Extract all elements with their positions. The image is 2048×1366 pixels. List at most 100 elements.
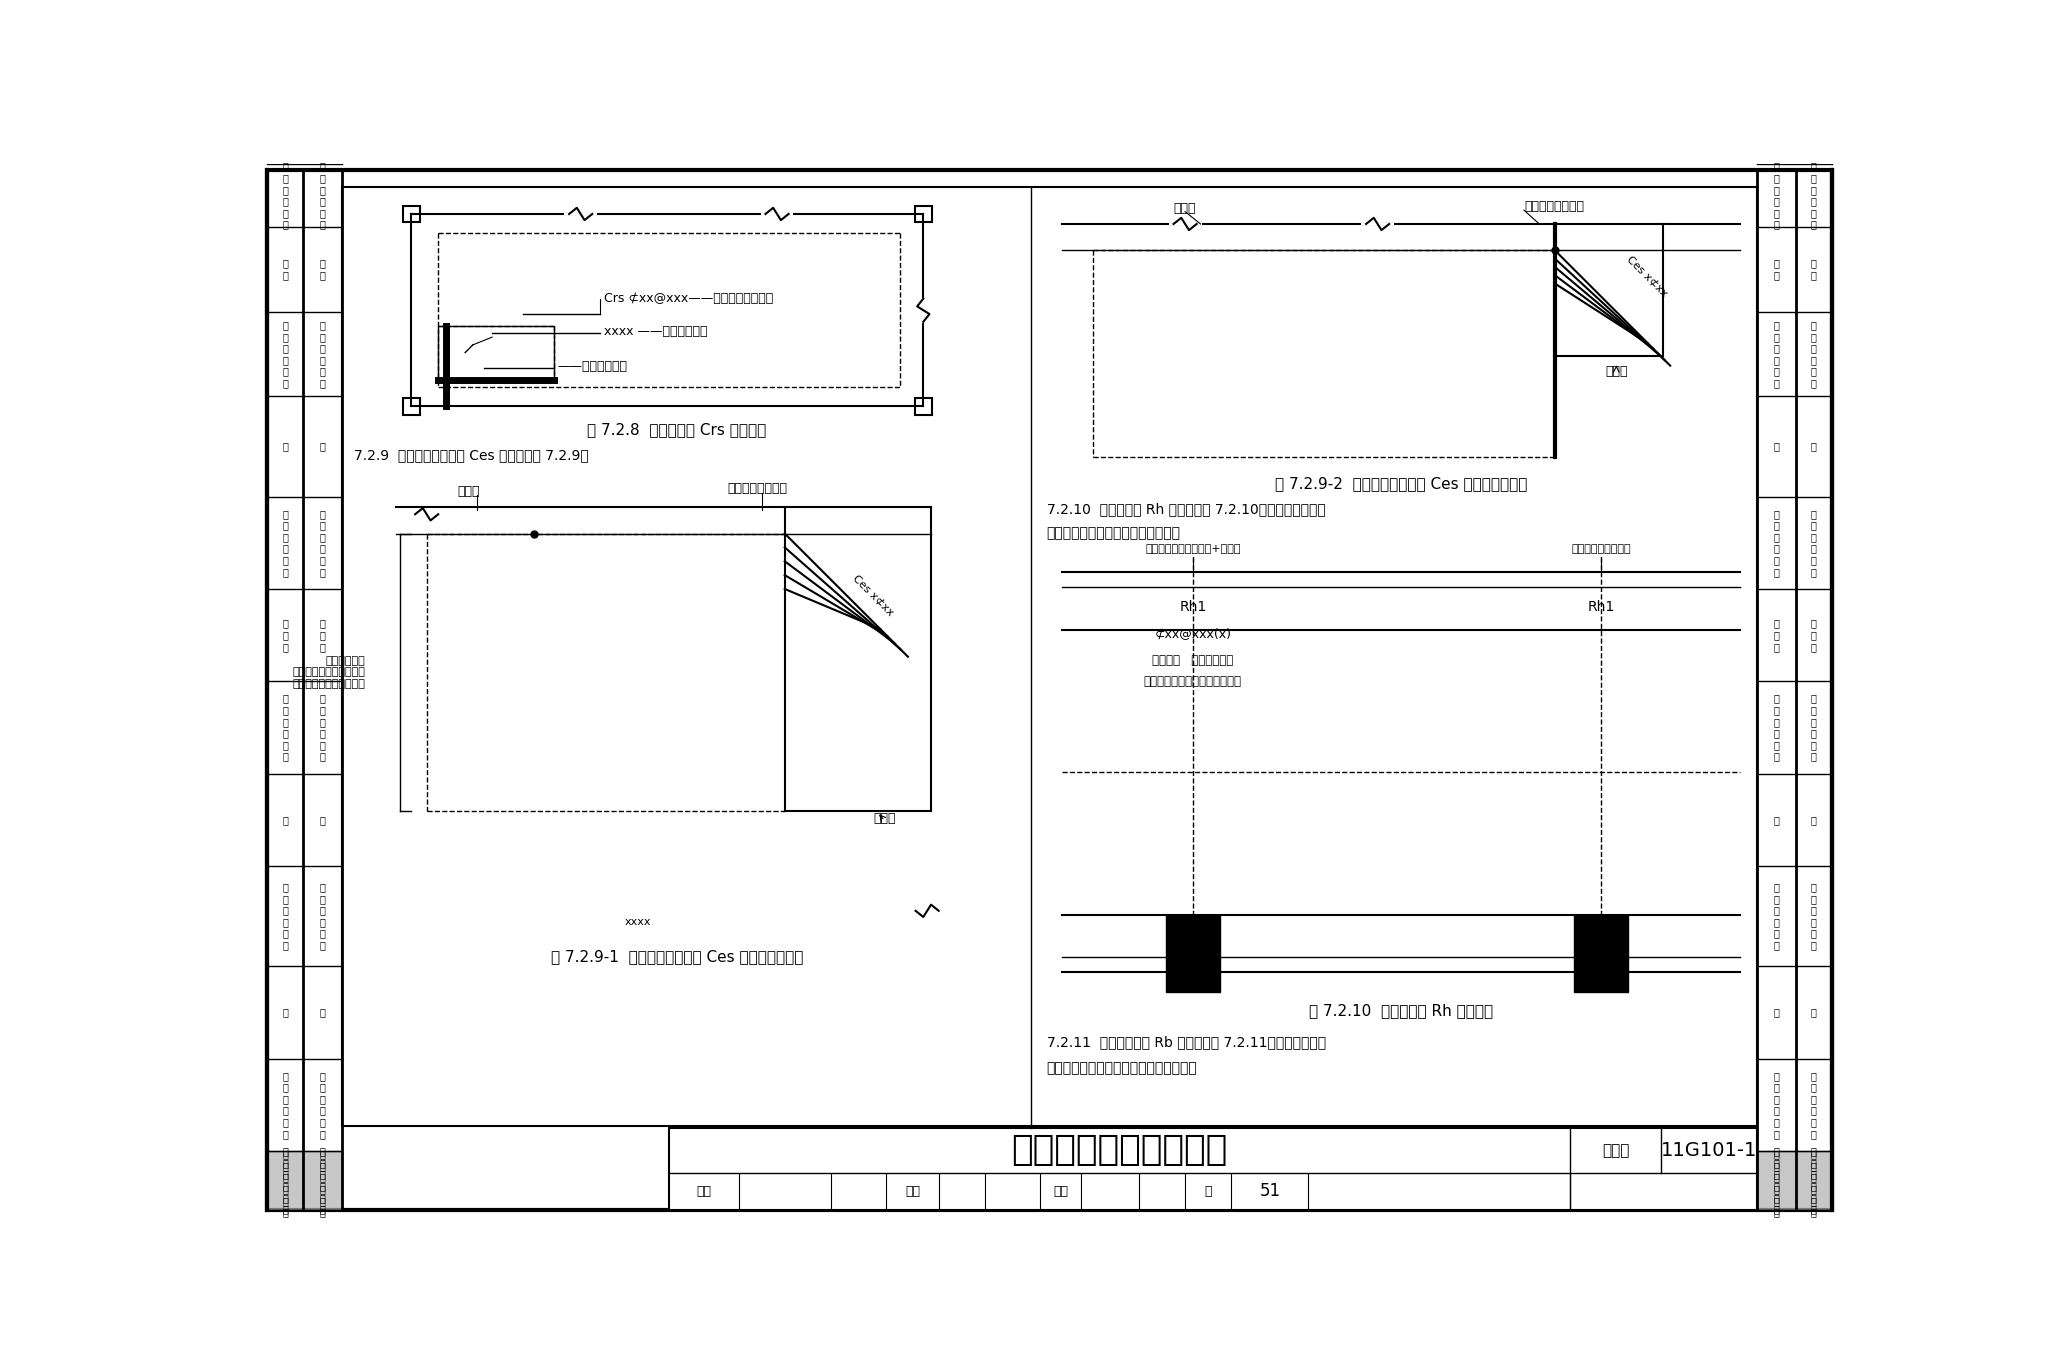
Text: 7.2.9  悬挑板阳角附加筋 Ces 的引注见图 7.2.9。: 7.2.9 悬挑板阳角附加筋 Ces 的引注见图 7.2.9。 — [354, 448, 588, 462]
Text: 平
法
制
图
规
则: 平 法 制 图 规 则 — [283, 508, 289, 576]
Text: 抗冲切箍筋编号（代号+序号）: 抗冲切箍筋编号（代号+序号） — [1145, 544, 1241, 555]
Bar — [403, 398, 420, 415]
Text: 楼板相关构造制图规则: 楼板相关构造制图规则 — [1012, 1134, 1229, 1168]
Text: 平
法
制
图
规
则: 平 法 制 图 规 则 — [319, 508, 326, 576]
Text: 平
法
制
图
规
则: 平 法 制 图 规 则 — [1810, 508, 1817, 576]
Text: xxxx ——跨内伸出长度: xxxx ——跨内伸出长度 — [604, 325, 707, 339]
Text: 平
法
制
图
规
则: 平 法 制 图 规 则 — [1774, 161, 1780, 229]
Text: 7.2.11  抗冲切弯起筋 Rb 的引注见图 7.2.11。抗冲切弯起筋: 7.2.11 抗冲切弯起筋 Rb 的引注见图 7.2.11。抗冲切弯起筋 — [1047, 1034, 1325, 1049]
Text: 楼
板
相
关
构
造: 楼 板 相 关 构 造 — [1810, 1149, 1817, 1217]
Text: 总
则: 总 则 — [1774, 258, 1780, 280]
Text: 平
法
制
图
规
则: 平 法 制 图 规 则 — [1810, 694, 1817, 762]
Text: 平
法
制
图
规
则: 平 法 制 图 规 则 — [319, 320, 326, 388]
Text: 图 7.2.9-1  悬挑板阳角附加筋 Ces 引注图示（一）: 图 7.2.9-1 悬挑板阳角附加筋 Ces 引注图示（一） — [551, 949, 803, 964]
Text: Ces x⊄xx: Ces x⊄xx — [852, 572, 895, 617]
Text: 设计: 设计 — [1053, 1184, 1067, 1198]
Text: 柱: 柱 — [1774, 441, 1780, 452]
Text: Crs ⊄xx@xxx——板角区上部加强筋: Crs ⊄xx@xxx——板角区上部加强筋 — [604, 292, 772, 305]
Bar — [915, 205, 932, 223]
Text: 板: 板 — [1810, 1008, 1817, 1018]
Text: 柱: 柱 — [283, 441, 289, 452]
Text: 板: 板 — [319, 1008, 326, 1018]
Text: 图 7.2.8  角部加强筋 Crs 引注图示: 图 7.2.8 角部加强筋 Crs 引注图示 — [588, 422, 766, 437]
Text: ——双向分布范围: ——双向分布范围 — [557, 359, 627, 373]
Text: 柱: 柱 — [1810, 441, 1817, 452]
Text: 柱: 柱 — [319, 441, 326, 452]
Text: 平
法
制
图
规
则: 平 法 制 图 规 则 — [1810, 161, 1817, 229]
Text: 图 7.2.10  抗冲切箍筋 Rh 引注图示: 图 7.2.10 抗冲切箍筋 Rh 引注图示 — [1309, 1004, 1493, 1019]
Text: 图 7.2.9-2  悬挑板阳角附加筋 Ces 引注图示（二）: 图 7.2.9-2 悬挑板阳角附加筋 Ces 引注图示（二） — [1274, 475, 1528, 490]
Bar — [1757, 1152, 1831, 1209]
Text: 11G101-1: 11G101-1 — [1661, 1141, 1757, 1160]
Text: 平
法
制
图
规
则: 平 法 制 图 规 则 — [283, 882, 289, 951]
Text: 梁: 梁 — [283, 816, 289, 825]
Text: 平
法
制
图
规
则: 平 法 制 图 规 则 — [319, 161, 326, 229]
Text: 剪
力
墙: 剪 力 墙 — [1810, 619, 1817, 652]
Text: 7.2.10  抗冲切箍筋 Rh 的引注见图 7.2.10。抗冲切箍筋通常: 7.2.10 抗冲切箍筋 Rh 的引注见图 7.2.10。抗冲切箍筋通常 — [1047, 501, 1325, 516]
Bar — [1575, 915, 1628, 992]
Text: xxxx: xxxx — [625, 918, 651, 928]
Text: 悬挑板: 悬挑板 — [874, 811, 897, 825]
Text: 平
法
制
图
规
则: 平 法 制 图 规 则 — [1810, 882, 1817, 951]
Text: 平
法
制
图
规
则: 平 法 制 图 规 则 — [1810, 320, 1817, 388]
Text: 在无柱帽无梁楼盖的柱顶部位设置。: 在无柱帽无梁楼盖的柱顶部位设置。 — [1047, 526, 1180, 541]
Text: 平
法
制
图
规
则: 平 法 制 图 规 则 — [283, 1071, 289, 1139]
Bar — [403, 205, 420, 223]
Text: 平
法
制
图
规
则: 平 法 制 图 规 则 — [283, 161, 289, 229]
Text: 平
法
制
图
规
则: 平 法 制 图 规 则 — [1774, 694, 1780, 762]
Bar — [342, 187, 1757, 1127]
Text: 梁: 梁 — [1810, 816, 1817, 825]
Text: 楼
板
相
关
构
造: 楼 板 相 关 构 造 — [319, 1149, 326, 1217]
Text: 平
法
制
图
规
则: 平 法 制 图 规 则 — [1810, 1071, 1817, 1139]
Text: 梁: 梁 — [319, 816, 326, 825]
Text: 51: 51 — [1260, 1182, 1280, 1201]
Text: 板: 板 — [1774, 1008, 1780, 1018]
Bar — [670, 1128, 1757, 1209]
Text: 剪
力
墙: 剪 力 墙 — [319, 619, 326, 652]
Text: 楼
板
相
关
构
造: 楼 板 相 关 构 造 — [1774, 1146, 1780, 1214]
Text: 校对: 校对 — [905, 1184, 920, 1198]
Text: ⊄xx@xxx(x): ⊄xx@xxx(x) — [1155, 627, 1231, 641]
Text: 图集号: 图集号 — [1602, 1143, 1630, 1158]
Text: 悬挑板: 悬挑板 — [1174, 202, 1196, 214]
Text: 悬挑板: 悬挑板 — [1606, 365, 1628, 378]
Bar — [438, 325, 553, 380]
Text: 箍筋规格   括号内为肢数: 箍筋规格 括号内为肢数 — [1153, 654, 1233, 667]
Text: 跨内伸出长度
（当设计不注时，按标准
构造详图中的规定取值）: 跨内伸出长度 （当设计不注时，按标准 构造详图中的规定取值） — [293, 656, 365, 688]
Text: 楼
板
相
关
构
造: 楼 板 相 关 构 造 — [1810, 1146, 1817, 1214]
Text: 平
法
制
图
规
则: 平 法 制 图 规 则 — [1774, 882, 1780, 951]
Text: （两正交方向的箍筋配置相同）: （两正交方向的箍筋配置相同） — [1145, 675, 1241, 688]
Text: 楼
板
相
关
构
造: 楼 板 相 关 构 造 — [319, 1146, 326, 1214]
Text: Ces x⊄xx: Ces x⊄xx — [1624, 253, 1669, 298]
Text: 总
则: 总 则 — [283, 258, 289, 280]
Text: 剪
力
墙: 剪 力 墙 — [283, 619, 289, 652]
Text: 平
法
制
图
规
则: 平 法 制 图 规 则 — [1774, 508, 1780, 576]
Text: Rh1: Rh1 — [1587, 600, 1614, 613]
Text: 总
则: 总 则 — [1810, 258, 1817, 280]
Text: Rh1: Rh1 — [1180, 600, 1206, 613]
Text: 页: 页 — [1204, 1184, 1212, 1198]
Text: 悬挑板: 悬挑板 — [457, 485, 479, 497]
Text: 平
法
制
图
规
则: 平 法 制 图 规 则 — [319, 882, 326, 951]
Bar — [1165, 915, 1221, 992]
Text: 悬挑板阳角放射筋: 悬挑板阳角放射筋 — [727, 482, 786, 496]
Text: 剪
力
墙: 剪 力 墙 — [1774, 619, 1780, 652]
Bar — [268, 1152, 342, 1209]
Text: 平
法
制
图
规
则: 平 法 制 图 规 则 — [1774, 320, 1780, 388]
Text: 平
法
制
图
规
则: 平 法 制 图 规 则 — [319, 694, 326, 762]
Text: 悬挑板阳角放射筋: 悬挑板阳角放射筋 — [1524, 199, 1583, 213]
Text: 楼
板
相
关
构
造: 楼 板 相 关 构 造 — [1774, 1149, 1780, 1217]
Text: 平
法
制
图
规
则: 平 法 制 图 规 则 — [283, 694, 289, 762]
Text: 平
法
制
图
规
则: 平 法 制 图 规 则 — [283, 320, 289, 388]
Bar — [915, 398, 932, 415]
Text: 平
法
制
图
规
则: 平 法 制 图 规 则 — [319, 1071, 326, 1139]
Text: 板: 板 — [283, 1008, 289, 1018]
Text: 楼
板
相
关
构
造: 楼 板 相 关 构 造 — [283, 1146, 289, 1214]
Text: 审核: 审核 — [696, 1184, 711, 1198]
Text: 楼
板
相
关
构
造: 楼 板 相 关 构 造 — [283, 1149, 289, 1217]
Text: 平
法
制
图
规
则: 平 法 制 图 规 则 — [1774, 1071, 1780, 1139]
Text: 总
则: 总 则 — [319, 258, 326, 280]
Text: 梁: 梁 — [1774, 816, 1780, 825]
Text: 通常在无柱帽无梁楼盖的柱顶部位设置。: 通常在无柱帽无梁楼盖的柱顶部位设置。 — [1047, 1061, 1198, 1075]
Text: 相同配置者仅注编号: 相同配置者仅注编号 — [1571, 544, 1630, 555]
